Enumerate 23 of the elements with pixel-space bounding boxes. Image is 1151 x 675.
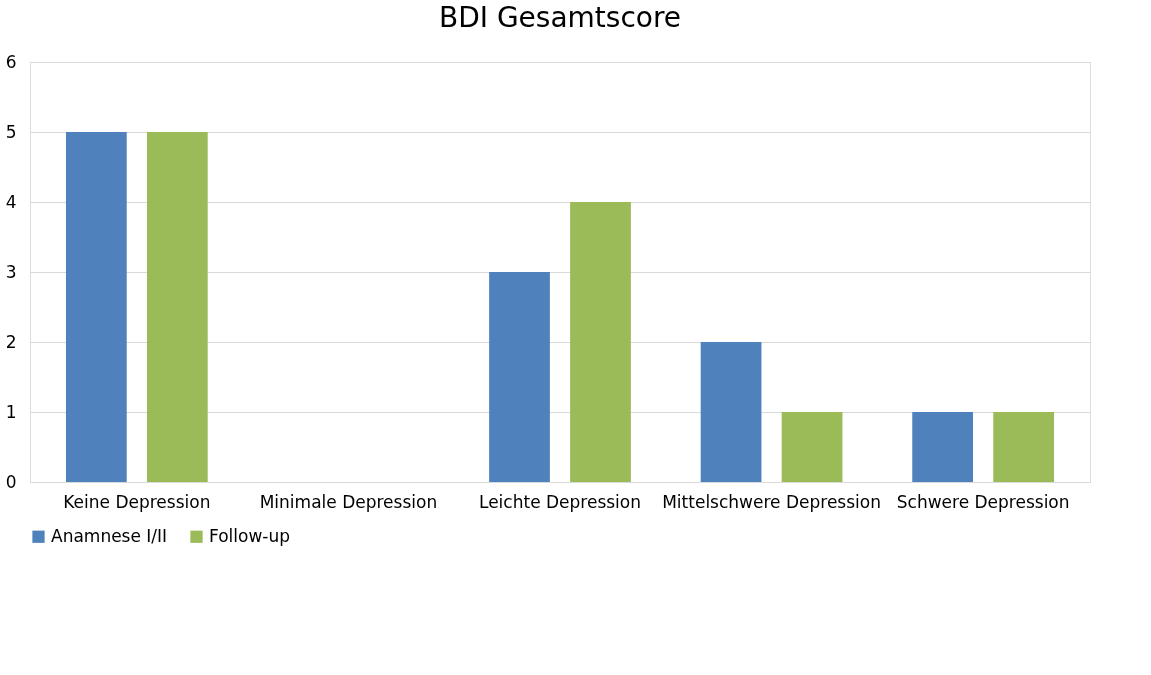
bar [700,342,762,482]
bar [912,412,974,482]
legend-label: Anamnese I/II [51,525,168,546]
y-tick-label: 1 [5,401,17,422]
bar [65,132,127,482]
x-tick-label: Minimale Depression [259,491,438,512]
chart-title: BDI Gesamtscore [438,1,682,34]
y-tick-label: 5 [5,121,17,142]
y-tick-label: 4 [5,191,17,212]
x-tick-label: Leichte Depression [478,491,642,512]
y-tick-label: 3 [5,261,17,282]
y-tick-label: 0 [5,471,17,492]
bar [993,412,1055,482]
y-tick-label: 2 [5,331,17,352]
x-tick-label: Schwere Depression [896,491,1070,512]
legend-label: Follow-up [209,525,291,546]
bar [489,272,550,482]
x-tick-label: Mittelschwere Depression [662,491,881,512]
y-tick-label: 6 [5,51,17,72]
x-tick-label: Keine Depression [63,491,211,512]
bar [146,132,208,482]
bar [570,202,631,482]
bar [781,412,843,482]
